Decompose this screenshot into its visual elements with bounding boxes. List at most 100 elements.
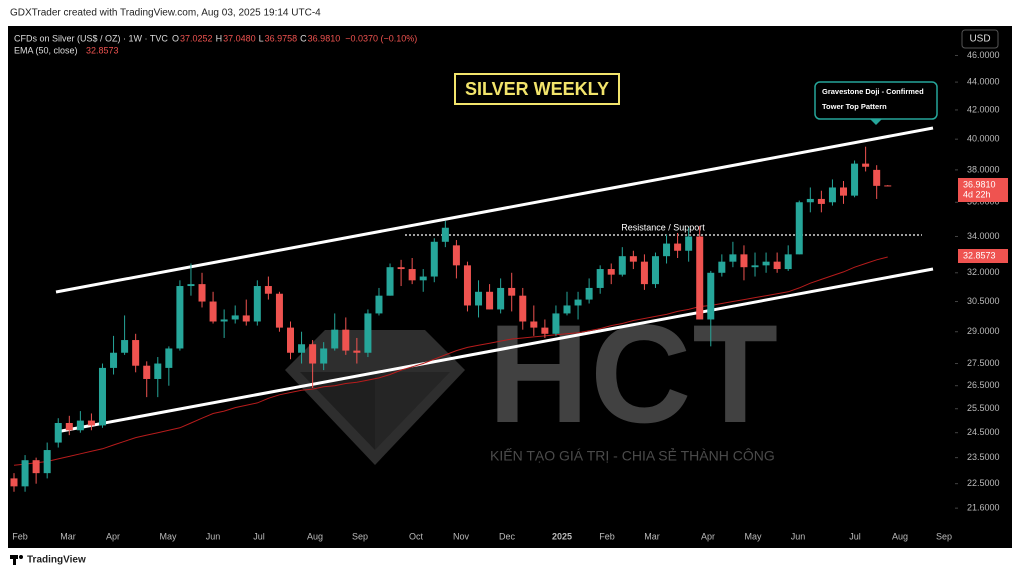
candle-body <box>475 291 483 306</box>
candle-body <box>574 299 582 306</box>
candle-body <box>718 261 726 273</box>
candle-body <box>607 269 615 275</box>
candle-body <box>640 261 648 285</box>
credit: GDXTrader created with TradingView.com, … <box>10 8 321 19</box>
candle-body <box>176 286 184 349</box>
watermark-logo: HCT <box>488 295 778 452</box>
ohlc-key: C <box>300 33 307 43</box>
candle-body <box>54 423 62 443</box>
ema-price-box <box>958 249 1008 263</box>
candle-body <box>563 305 571 314</box>
candle-body <box>76 420 84 431</box>
y-tick-label: 42.0000 <box>967 104 1000 114</box>
y-tick-label: 21.6000 <box>967 503 1000 513</box>
callout-text: Tower Top Pattern <box>822 102 887 111</box>
watermark-facet <box>300 372 375 450</box>
candle-body <box>430 241 438 277</box>
y-tick-label: 27.5000 <box>967 358 1000 368</box>
countdown: 4d 22h <box>963 189 991 199</box>
x-tick-label: Mar <box>60 531 76 541</box>
ohlc-value: 36.9758 <box>265 33 298 43</box>
candle-body <box>817 198 825 204</box>
candle-body <box>353 350 361 353</box>
candle-body <box>685 236 693 251</box>
candle-body <box>408 269 416 281</box>
x-tick-label: Dec <box>499 531 516 541</box>
candle-body <box>220 319 228 322</box>
candle-body <box>287 327 294 353</box>
candle-body <box>98 367 106 426</box>
candle-body <box>651 256 659 285</box>
candle-body <box>862 163 870 167</box>
trendline-lower <box>55 267 934 434</box>
candle-body <box>618 256 626 275</box>
footer-logo <box>13 555 16 565</box>
callout-pointer <box>870 119 882 125</box>
ohlc-key: H <box>216 33 223 43</box>
x-tick-label: Jun <box>206 531 221 541</box>
trendline-upper <box>55 126 934 294</box>
ema-price: 32.8573 <box>963 250 996 260</box>
candle-body <box>419 276 427 281</box>
candle-body <box>397 267 405 270</box>
y-tick-label: 34.0000 <box>967 231 1000 241</box>
candle-body <box>851 163 859 196</box>
watermark-facet <box>375 372 450 450</box>
y-tick-label: 38.0000 <box>967 164 1000 174</box>
candle-body <box>143 365 151 379</box>
candle-body <box>707 272 715 320</box>
candle-body <box>784 254 792 270</box>
candle-body <box>773 261 781 270</box>
footer-brand: TradingView <box>27 555 86 566</box>
watermark-tagline: KIẾN TẠO GIÁ TRỊ - CHIA SẺ THÀNH CÔNG <box>490 448 775 464</box>
x-tick-label: Nov <box>453 531 470 541</box>
candle-body <box>806 198 814 203</box>
candle-body <box>198 284 206 302</box>
candle-body <box>486 291 494 310</box>
ohlc-value: 37.0252 <box>180 33 213 43</box>
y-tick-label: 32.0000 <box>967 267 1000 277</box>
legend: CFDs on Silver (US$ / OZ) · 1W · TVC EMA… <box>14 33 417 55</box>
x-tick-label: Sep <box>936 531 952 541</box>
candle-body <box>663 243 671 257</box>
candle-body <box>253 286 261 322</box>
currency-box[interactable] <box>961 29 999 49</box>
watermark: HCT KIẾN TẠO GIÁ TRỊ - CHIA SẺ THÀNH CÔN… <box>285 295 778 465</box>
candle-body <box>740 254 748 268</box>
ema-value: 32.8573 <box>86 45 119 55</box>
candle-body <box>364 313 372 353</box>
change: −0.0370 (−0.10%) <box>345 33 417 43</box>
candle-body <box>441 227 449 242</box>
x-tick-label: Apr <box>701 531 715 541</box>
candle-body <box>132 340 140 366</box>
x-tick-label: Jun <box>791 531 806 541</box>
candle-body <box>264 286 272 294</box>
candle-body <box>696 236 704 320</box>
candle-body <box>242 315 250 322</box>
x-tick-label: May <box>744 531 762 541</box>
x-tick-label: Aug <box>892 531 908 541</box>
currency[interactable]: USD <box>969 34 990 45</box>
candle-body <box>541 327 549 334</box>
candle-body <box>298 344 306 353</box>
chart-title: SILVER WEEKLY <box>465 79 609 99</box>
x-tick-label: Feb <box>12 531 28 541</box>
y-tick-label: 24.5000 <box>967 427 1000 437</box>
candle-body <box>840 187 847 196</box>
ohlc-key: L <box>259 33 264 43</box>
x-tick-label: Sep <box>352 531 368 541</box>
candle-body <box>21 460 29 487</box>
y-tick-label: 30.5000 <box>967 296 1000 306</box>
ohlc-value: 37.0480 <box>223 33 256 43</box>
candle-body <box>320 348 328 364</box>
last-price-box <box>958 178 1008 202</box>
candle-body <box>508 287 516 296</box>
ema-line <box>13 256 888 466</box>
candle-body <box>87 420 95 426</box>
title-box <box>454 73 620 105</box>
x-tick-label: May <box>159 531 177 541</box>
x-tick-label: Jul <box>253 531 265 541</box>
candle-body <box>596 269 604 288</box>
footer-bar <box>0 548 1018 572</box>
